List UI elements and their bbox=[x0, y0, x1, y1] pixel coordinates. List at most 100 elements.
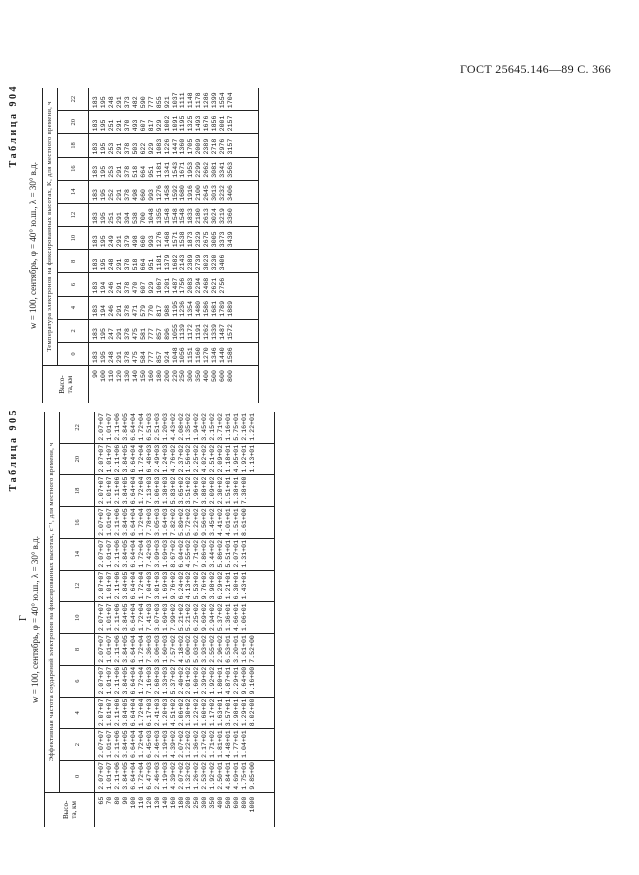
height-value: 120 bbox=[145, 796, 153, 809]
height-value: 250 bbox=[193, 796, 201, 809]
cell-value: 6.04+02 bbox=[177, 539, 185, 568]
cell-value: 2.07+07 bbox=[98, 730, 105, 758]
time-values-column: 183 195 253 291 378 518 664 951 1181 1341 1543 1671… bbox=[88, 157, 259, 181]
table-904-label: Таблица 904 bbox=[8, 84, 19, 168]
cell-value: 2100 bbox=[195, 185, 203, 201]
cell-value: 664 bbox=[139, 165, 147, 178]
cell-value: 4.84+01 bbox=[225, 761, 233, 790]
cell-value: 3.84+05 bbox=[121, 698, 129, 727]
cell-value: 2.07+02 bbox=[177, 761, 185, 790]
cell-value: 4.43+02 bbox=[169, 413, 177, 441]
time-column-header: 16 bbox=[59, 506, 95, 539]
cell-value: 988 bbox=[163, 304, 171, 317]
cell-value: 5.53+02 bbox=[193, 571, 201, 600]
cell-value: 1676 bbox=[203, 115, 211, 132]
cell-value: 503 bbox=[131, 142, 139, 155]
cell-value: 183 bbox=[92, 281, 99, 294]
cell-value: 2.07+07 bbox=[98, 698, 105, 727]
cell-value: 3.84+05 bbox=[121, 571, 129, 600]
cell-value: 1789 bbox=[219, 300, 227, 317]
cell-value: 3.06+03 bbox=[153, 635, 161, 663]
time-column-header: 22 bbox=[59, 412, 95, 444]
cell-value: 2299 bbox=[195, 161, 203, 178]
cell-value: 664 bbox=[139, 258, 147, 271]
cell-value: 1493 bbox=[195, 115, 203, 132]
cell-value: 1.69+03 bbox=[161, 539, 169, 568]
cell-value: 2.08+02 bbox=[177, 413, 185, 441]
cell-value: 2.06+02 bbox=[177, 698, 185, 727]
cell-value: 1172 bbox=[187, 324, 195, 340]
cell-value: 6.47+03 bbox=[145, 761, 153, 790]
cell-value: 1.01+07 bbox=[105, 539, 113, 568]
cell-value: 1440 bbox=[219, 347, 227, 364]
cell-value: 579 bbox=[139, 304, 147, 317]
cell-value: 7.16+03 bbox=[145, 666, 153, 695]
cell-value: 2.40+02 bbox=[177, 666, 185, 695]
cell-value: 1.64+03 bbox=[161, 508, 169, 536]
cell-value: 195 bbox=[99, 212, 107, 225]
time-column-header: 18 bbox=[57, 133, 89, 158]
cell-value: 3.05+03 bbox=[153, 508, 161, 536]
cell-value: 2.25+02 bbox=[193, 444, 201, 473]
cell-value bbox=[249, 476, 257, 507]
cell-value: 2662 bbox=[203, 161, 211, 178]
cell-value: 2.51+02 bbox=[209, 444, 217, 473]
cell-value: 6.64+04 bbox=[129, 635, 137, 663]
cell-value: 1.72+04 bbox=[137, 571, 145, 600]
time-column-header: 14 bbox=[59, 538, 95, 571]
cell-value: 1756 bbox=[179, 277, 187, 294]
cell-value: 291 bbox=[115, 165, 123, 178]
cell-value: 3.44+02 bbox=[209, 539, 217, 568]
cell-value: 581 bbox=[139, 328, 147, 340]
cell-value: 1.22+02 bbox=[193, 698, 201, 727]
cell-value: 1.33+03 bbox=[161, 666, 169, 695]
cell-value: 1889 bbox=[227, 300, 235, 317]
cell-value: 3406 bbox=[219, 254, 227, 271]
cell-value: 3.57+01 bbox=[225, 698, 233, 727]
cell-value bbox=[249, 539, 257, 570]
cell-value: 1.01+07 bbox=[105, 603, 113, 632]
cell-value: 2.15+02 bbox=[209, 413, 217, 441]
time-column-header: 0 bbox=[59, 760, 95, 793]
cell-value: 1.72+04 bbox=[137, 730, 145, 758]
cell-value: 1091 bbox=[171, 115, 179, 132]
cell-value: 1.71+02 bbox=[209, 730, 217, 758]
cell-value: 3.45+02 bbox=[209, 508, 217, 536]
cell-value: 4.41+02 bbox=[217, 508, 225, 536]
cell-value: 1.38+03 bbox=[161, 476, 169, 505]
cell-value: 2.07+02 bbox=[177, 730, 185, 758]
cell-value: 1.92+01 bbox=[241, 444, 249, 473]
cell-value: 2.07+07 bbox=[98, 444, 105, 473]
cell-value: 921 bbox=[163, 96, 171, 109]
cell-value: 1.72+04 bbox=[137, 508, 145, 536]
cell-value: 195 bbox=[99, 142, 107, 155]
cell-value: 2.46+03 bbox=[153, 730, 161, 758]
cell-value: 1.30+02 bbox=[185, 698, 193, 727]
cell-value: 183 bbox=[92, 328, 99, 340]
cell-value: 1111 bbox=[179, 92, 187, 109]
cell-value: 379 bbox=[123, 235, 131, 248]
cell-value: 194 bbox=[99, 281, 107, 294]
cell-value: 4.39+02 bbox=[169, 730, 177, 758]
cell-value: 1.18+01 bbox=[225, 444, 233, 473]
cell-value: 195 bbox=[99, 258, 107, 271]
cell-value: 5.03+02 bbox=[193, 635, 201, 663]
cell-value: 1.56+02 bbox=[185, 444, 193, 473]
cell-value: 6.17+03 bbox=[145, 698, 153, 727]
cell-value: 8.67+02 bbox=[169, 539, 177, 568]
cell-value: 951 bbox=[147, 165, 155, 178]
table-905-note: Г bbox=[18, 615, 29, 621]
cell-value: 291 bbox=[115, 235, 123, 248]
cell-value: 5.75+01 bbox=[233, 413, 241, 441]
cell-value: 2621 bbox=[211, 277, 219, 294]
cell-value: 253 bbox=[107, 142, 115, 155]
height-value: 250 bbox=[179, 370, 187, 382]
cell-value: 1.04+01 bbox=[241, 730, 249, 758]
cell-value: 3.09+03 bbox=[153, 539, 161, 568]
cell-value: 291 bbox=[115, 119, 123, 132]
cell-value: 291 bbox=[115, 96, 123, 109]
cell-value: 493 bbox=[131, 119, 139, 132]
cell-value: 4.02+02 bbox=[201, 444, 209, 473]
cell-value: 2329 bbox=[195, 231, 203, 248]
cell-value: 470 bbox=[131, 281, 139, 294]
